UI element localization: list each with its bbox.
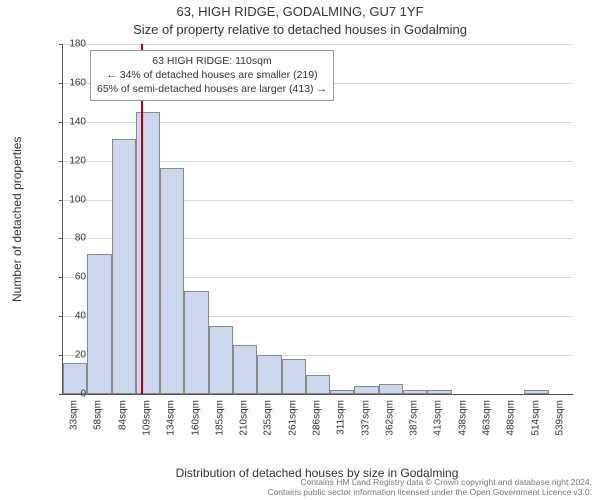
histogram-bar — [209, 326, 233, 394]
xtick-label: 539sqm — [554, 400, 565, 436]
xtick-label: 463sqm — [482, 400, 493, 436]
xtick-label: 235sqm — [263, 400, 274, 436]
xtick-label: 58sqm — [93, 400, 104, 430]
credits-text: Contains HM Land Registry data © Crown c… — [267, 477, 592, 498]
histogram-bar — [427, 390, 451, 394]
xtick-label: 311sqm — [336, 400, 347, 435]
legend-line-2: ← 34% of detached houses are smaller (21… — [97, 68, 327, 82]
xtick-label: 438sqm — [457, 400, 468, 436]
y-axis-label: Number of detached properties — [10, 44, 24, 394]
histogram-bar — [306, 375, 330, 394]
histogram-bar — [524, 390, 548, 394]
histogram-bar — [257, 355, 281, 394]
xtick-label: 84sqm — [117, 400, 128, 430]
histogram-bar — [112, 139, 136, 394]
xtick-label: 109sqm — [142, 400, 153, 436]
legend-line-1: 63 HIGH RIDGE: 110sqm — [97, 54, 327, 68]
gridline-h — [63, 44, 573, 45]
xtick-label: 33sqm — [69, 400, 80, 430]
histogram-bar — [160, 168, 184, 394]
xtick-label: 337sqm — [360, 400, 371, 436]
ytick-label: 40 — [46, 311, 86, 322]
credits-line-1: Contains HM Land Registry data © Crown c… — [300, 477, 592, 487]
ytick-label: 80 — [46, 233, 86, 244]
ytick-label: 60 — [46, 272, 86, 283]
histogram-bar — [379, 384, 403, 394]
histogram-bar — [87, 254, 111, 394]
ytick-label: 180 — [46, 39, 86, 50]
credits-line-2: Contains public sector information licen… — [267, 487, 592, 497]
histogram-bar — [282, 359, 306, 394]
xtick-label: 210sqm — [239, 400, 250, 436]
legend-line-3: 65% of semi-detached houses are larger (… — [97, 82, 327, 96]
xtick-label: 261sqm — [287, 400, 298, 436]
legend-box: 63 HIGH RIDGE: 110sqm← 34% of detached h… — [90, 50, 334, 101]
histogram-bar — [136, 112, 160, 394]
ytick-label: 140 — [46, 116, 86, 127]
histogram-bar — [184, 291, 208, 394]
xtick-label: 134sqm — [166, 400, 177, 436]
xtick-label: 286sqm — [312, 400, 323, 436]
ytick-label: 120 — [46, 155, 86, 166]
ytick-label: 0 — [46, 389, 86, 400]
xtick-label: 488sqm — [506, 400, 517, 436]
address-title: 63, HIGH RIDGE, GODALMING, GU7 1YF — [0, 4, 600, 19]
ytick-label: 100 — [46, 194, 86, 205]
xtick-label: 387sqm — [409, 400, 420, 436]
histogram-bar — [330, 390, 354, 394]
xtick-label: 160sqm — [190, 400, 201, 436]
xtick-label: 413sqm — [433, 400, 444, 436]
chart-subtitle: Size of property relative to detached ho… — [0, 22, 600, 37]
ytick-label: 20 — [46, 350, 86, 361]
xtick-label: 362sqm — [384, 400, 395, 436]
ytick-label: 160 — [46, 77, 86, 88]
xtick-label: 514sqm — [530, 400, 541, 436]
histogram-bar — [354, 386, 378, 394]
histogram-bar — [403, 390, 427, 394]
xtick-label: 185sqm — [214, 400, 225, 436]
histogram-bar — [233, 345, 257, 394]
